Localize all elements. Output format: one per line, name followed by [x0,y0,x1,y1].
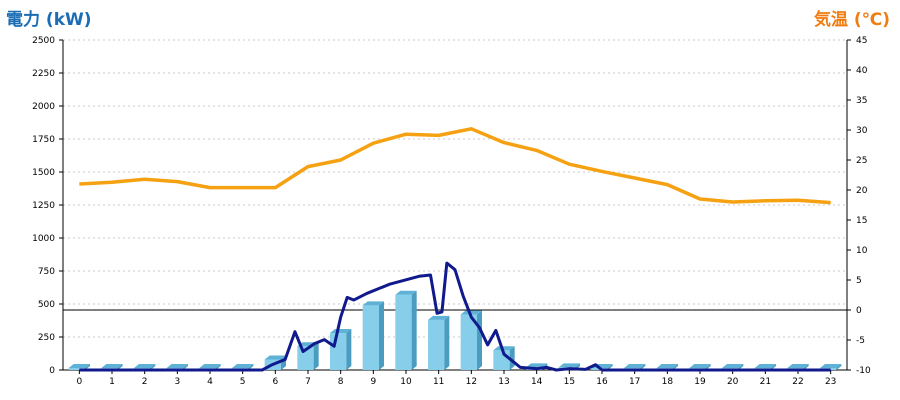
bar [428,315,450,370]
bar-top [232,364,254,369]
left-tick-label: 2500 [32,36,55,46]
bar-side [509,346,515,370]
bar-side [313,342,319,370]
left-tick-label: 1750 [32,135,55,145]
left-tick-label: 500 [38,300,55,310]
right-tick-label: 35 [856,96,867,106]
right-axis-title: 気温 (℃) [813,10,890,30]
x-tick-label: 14 [531,377,543,387]
bar-top [656,364,678,369]
bar-top [787,364,809,369]
bar-top [558,363,580,368]
left-tick-label: 1250 [32,201,55,211]
bar-top [722,364,744,369]
x-tick-label: 16 [596,377,608,387]
left-tick-label: 750 [38,267,55,277]
x-tick-label: 17 [629,377,640,387]
right-tick-label: 5 [856,276,862,286]
bar-side [444,315,450,370]
bar-top [526,363,548,368]
bar-top [264,355,286,360]
bar-front [362,305,379,370]
x-tick-label: 12 [466,377,477,387]
bar-top [330,329,352,334]
bar-top [395,290,417,295]
bar-front [428,319,445,370]
x-tick-label: 19 [694,377,706,387]
x-tick-label: 3 [174,377,180,387]
bar-top [428,315,450,320]
bar-top [689,364,711,369]
bar-front [395,294,412,370]
x-tick-label: 21 [760,377,771,387]
left-tick-label: 2000 [32,102,55,112]
bar-side [379,301,384,370]
bar-front [493,350,510,370]
bar [330,329,352,370]
bar-front [460,314,477,370]
bar-front [330,333,347,370]
bar [362,301,384,370]
bar-side [836,364,842,370]
right-tick-label: 10 [856,246,868,256]
bar-front [68,368,85,370]
temperature-line [79,127,831,205]
x-tick-label: 20 [727,377,739,387]
right-tick-label: 25 [856,156,867,166]
x-tick-label: 10 [400,377,412,387]
bar-top [68,364,90,369]
right-tick-label: -10 [856,366,871,376]
x-tick-label: 2 [142,377,148,387]
bar-top [166,364,188,369]
x-tick-label: 22 [792,377,803,387]
bar-side [411,290,417,370]
right-tick-label: 40 [856,66,868,76]
x-tick-label: 13 [498,377,509,387]
x-tick-label: 18 [662,377,674,387]
right-tick-label: 45 [856,36,867,46]
right-tick-label: -5 [856,336,865,346]
bar [460,310,482,370]
bar-top [460,310,482,315]
x-tick-label: 23 [825,377,836,387]
x-tick-label: 0 [76,377,82,387]
right-tick-label: 15 [856,216,867,226]
x-tick-label: 15 [564,377,575,387]
right-tick-label: 0 [856,306,862,316]
x-tick-label: 11 [433,377,444,387]
power-line [79,261,831,372]
right-tick-label: 20 [856,186,868,196]
bar-side [477,310,482,370]
left-tick-label: 0 [49,366,55,376]
bar-top [199,364,221,369]
bar-top [101,364,123,369]
left-tick-label: 1000 [32,234,55,244]
bar-top [493,346,515,351]
x-tick-label: 8 [338,377,344,387]
x-tick-label: 4 [207,377,213,387]
bar-top [754,364,776,369]
x-tick-label: 5 [240,377,246,387]
left-axis-title: 電力 (kW) [6,10,92,30]
x-tick-label: 6 [272,377,278,387]
left-tick-label: 1500 [32,168,55,178]
bar-side [346,329,352,370]
bar [395,290,417,370]
bar-top [624,364,646,369]
x-tick-label: 1 [109,377,115,387]
bar-top [362,301,384,306]
right-tick-label: 30 [856,126,868,136]
bar-front [297,346,314,370]
x-tick-label: 7 [305,377,311,387]
bar-top [820,364,842,369]
left-tick-label: 250 [38,333,55,343]
x-tick-label: 9 [370,377,376,387]
left-tick-label: 2250 [32,69,55,79]
bar-top [134,364,156,369]
